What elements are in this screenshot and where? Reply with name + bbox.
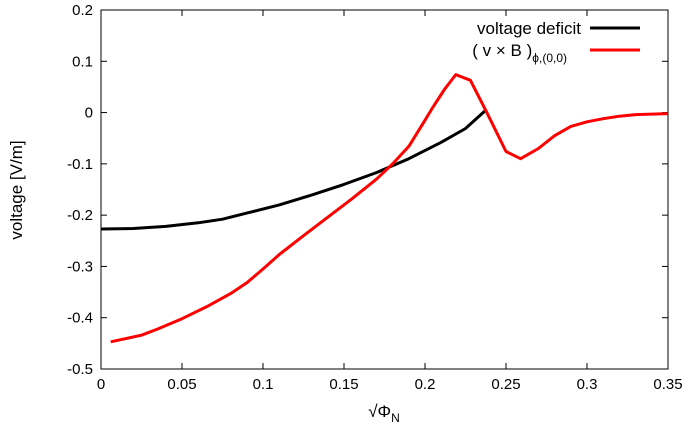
plot-frame	[100, 9, 669, 370]
y-tick-labels: -0.5 -0.4 -0.3 -0.2 -0.1 0 0.1 0.2	[67, 2, 93, 378]
series-line-voltage-deficit	[100, 109, 486, 231]
x-tick-label: 0.25	[491, 376, 520, 393]
legend-label-vxb: ( v × B )ϕ,(0,0)	[472, 41, 567, 65]
x-tick-label: 0.15	[329, 376, 358, 393]
y-tick-label: -0.2	[67, 207, 93, 224]
y-tick-label: -0.5	[67, 361, 93, 378]
series-line-vxb	[110, 73, 669, 344]
y-axis-title: voltage [V/m]	[7, 140, 26, 239]
x-tick-label: 0.35	[653, 376, 682, 393]
y-tick-label: -0.4	[67, 310, 93, 327]
x-tick-label: 0.3	[577, 376, 598, 393]
y-tick-label: -0.3	[67, 258, 93, 275]
x-tick-labels: 0 0.05 0.1 0.15 0.2 0.25 0.3 0.35	[97, 376, 683, 393]
series-lines	[100, 73, 669, 344]
y-tick-label: -0.1	[67, 156, 93, 173]
x-tick-label: 0.2	[415, 376, 436, 393]
legend-label-voltage-deficit: voltage deficit	[477, 19, 581, 38]
x-tick-label: 0.05	[167, 376, 196, 393]
legend: voltage deficit ( v × B )ϕ,(0,0)	[472, 19, 640, 65]
x-axis-title: √ΦN	[368, 402, 400, 425]
y-tick-label: 0.2	[72, 2, 93, 19]
y-tick-label: 0.1	[72, 53, 93, 70]
x-tick-label: 0.1	[253, 376, 274, 393]
y-tick-label: 0	[85, 105, 93, 122]
x-tick-label: 0	[97, 376, 105, 393]
